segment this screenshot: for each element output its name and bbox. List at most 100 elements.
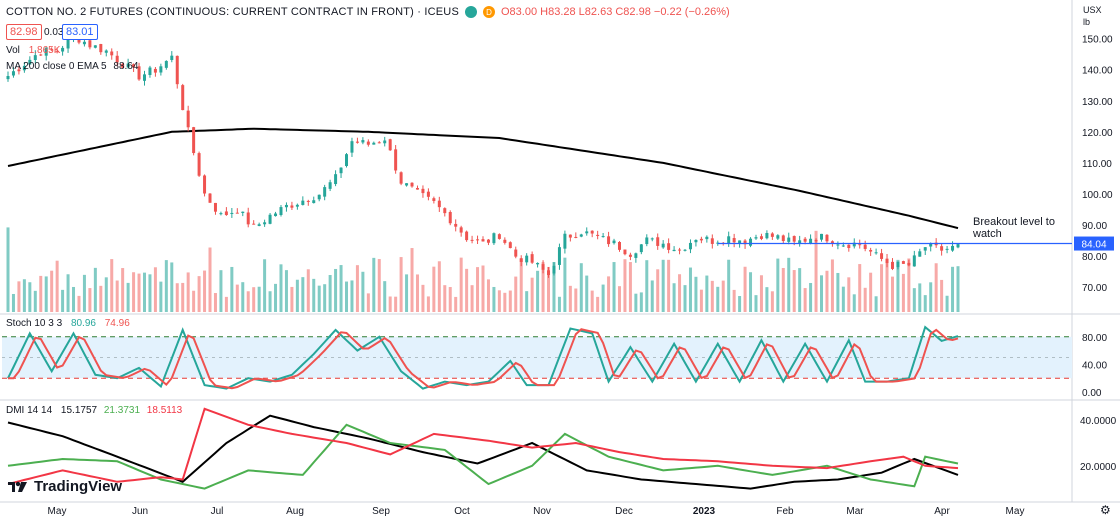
- ma-legend[interactable]: MA 200 close 0 EMA 5 88.64: [6, 61, 138, 72]
- tradingview-logo[interactable]: TradingView: [8, 478, 122, 495]
- volume-bar: [142, 272, 146, 312]
- candle-body: [912, 255, 916, 267]
- volume-bar: [197, 276, 201, 312]
- volume-bar: [503, 292, 507, 312]
- candle-body: [492, 233, 496, 244]
- candle-body: [787, 237, 791, 242]
- candle-body: [394, 149, 398, 171]
- volume-bar: [443, 285, 447, 312]
- candle-body: [710, 238, 714, 244]
- candle-body: [175, 55, 179, 85]
- volume-bar: [465, 268, 469, 312]
- candle-body: [274, 213, 278, 217]
- candle-body: [164, 60, 168, 68]
- volume-bar: [721, 280, 725, 312]
- candle-body: [557, 247, 561, 265]
- candle-body: [514, 249, 518, 257]
- volume-bar: [153, 267, 157, 312]
- dmi-plus-line: [7, 423, 959, 490]
- volume-bar: [874, 296, 878, 312]
- candle-body: [6, 76, 10, 80]
- stoch-legend[interactable]: Stoch 10 3 3 80.96 74.96: [6, 318, 130, 329]
- volume-bar: [929, 282, 933, 312]
- currency-unit[interactable]: USX lb: [1083, 4, 1102, 28]
- volume-bar: [820, 275, 824, 312]
- price-tick-label: 110.00: [1082, 159, 1112, 170]
- candle-body: [907, 262, 911, 266]
- ma-legend-label: MA 200 close 0 EMA 5: [6, 61, 107, 72]
- volume-bar: [394, 296, 398, 312]
- price-tick-label: 150.00: [1082, 35, 1113, 46]
- candle-body: [110, 51, 114, 56]
- candle-body: [645, 237, 649, 245]
- volume-bar: [355, 265, 359, 312]
- candle-body: [203, 175, 207, 194]
- volume-bar: [383, 281, 387, 312]
- volume-bar: [574, 288, 578, 312]
- volume-bar: [415, 274, 419, 312]
- volume-bar: [306, 269, 310, 312]
- candle-body: [628, 254, 632, 257]
- candle-body: [956, 244, 960, 248]
- volume-bar: [847, 277, 851, 312]
- volume-bar: [716, 286, 720, 312]
- volume-bar: [284, 270, 288, 312]
- volume-bar: [263, 259, 267, 312]
- volume-bar: [623, 259, 627, 312]
- time-tick-label: May: [48, 506, 67, 517]
- ask-price-box[interactable]: 83.01: [62, 24, 98, 40]
- volume-bar: [907, 258, 911, 312]
- candle-body: [230, 212, 234, 214]
- volume-bar: [339, 265, 343, 312]
- candle-body: [809, 238, 813, 244]
- ohlc-values: O83.00 H83.28 L82.63 C82.98 −0.22 (−0.26…: [501, 6, 730, 18]
- candle-body: [803, 238, 807, 242]
- volume-bar: [121, 268, 125, 312]
- candle-body: [317, 194, 321, 200]
- green-status-dot-icon: [465, 6, 477, 18]
- candle-body: [519, 258, 523, 262]
- candle-body: [290, 205, 294, 208]
- volume-bar: [732, 289, 736, 312]
- bid-price-box[interactable]: 82.98: [6, 24, 42, 40]
- candle-body: [284, 204, 288, 208]
- candle-body: [863, 244, 867, 249]
- candle-body: [754, 237, 758, 239]
- time-tick-label: Sep: [372, 506, 390, 517]
- volume-bar: [814, 230, 818, 312]
- volume-bar: [437, 261, 441, 312]
- dmi-tick-label: 20.0000: [1080, 462, 1117, 473]
- volume-bar: [836, 272, 840, 312]
- volume-bar: [405, 274, 409, 312]
- volume-bar: [612, 262, 616, 312]
- candle-body: [536, 262, 540, 265]
- candle-body: [399, 172, 403, 184]
- candle-body: [727, 236, 731, 244]
- candle-body: [263, 222, 267, 225]
- candle-body: [295, 204, 299, 207]
- volume-bar: [476, 267, 480, 312]
- volume-bar: [486, 279, 490, 312]
- volume-bar: [361, 271, 365, 312]
- volume-bar: [628, 262, 632, 312]
- candle-body: [224, 211, 228, 216]
- volume-bar: [639, 292, 643, 312]
- candle-body: [617, 242, 621, 250]
- volume-bar: [749, 272, 753, 312]
- volume-bar: [459, 257, 463, 312]
- dmi-adx-line: [7, 414, 959, 490]
- volume-bar: [11, 293, 15, 312]
- candle-body: [235, 212, 239, 214]
- volume-legend[interactable]: Vol 1.865K: [6, 45, 60, 56]
- volume-bar: [323, 284, 327, 312]
- symbol-title[interactable]: COTTON NO. 2 FUTURES (CONTINUOUS: CURREN…: [6, 6, 459, 18]
- candle-body: [923, 247, 927, 251]
- candle-body: [197, 153, 201, 176]
- time-tick-label: Mar: [846, 506, 864, 517]
- volume-bar: [110, 259, 114, 312]
- candle-body: [890, 261, 894, 269]
- dmi-legend[interactable]: DMI 14 14 15.1757 21.3731 18.5113: [6, 405, 182, 416]
- volume-bar: [798, 268, 802, 312]
- volume-bar: [377, 259, 381, 312]
